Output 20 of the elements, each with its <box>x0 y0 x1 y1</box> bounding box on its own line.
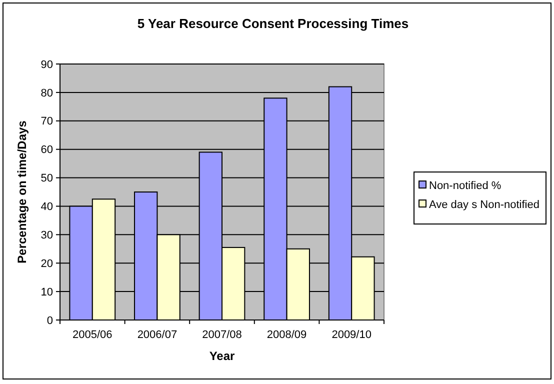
y-tick-label: 20 <box>40 258 53 270</box>
x-axis-title: Year <box>209 349 236 363</box>
x-tick-label: 2005/06 <box>72 329 112 341</box>
x-tick-label: 2008/09 <box>266 329 307 341</box>
y-tick-label: 90 <box>40 58 53 71</box>
x-tick-label: 2006/07 <box>137 329 178 341</box>
chart-title: 5 Year Resource Consent Processing Times <box>137 16 409 31</box>
y-tick-label: 60 <box>40 144 53 156</box>
y-axis-title: Percentage on time/Days <box>15 120 29 264</box>
y-tick-label: 40 <box>40 201 53 214</box>
legend-label: Ave day s Non-notified <box>429 198 540 211</box>
y-tick-label: 50 <box>40 172 53 185</box>
y-tick-label: 80 <box>40 87 53 100</box>
x-tick-label: 2009/10 <box>332 329 372 341</box>
y-tick-label: 10 <box>40 286 53 298</box>
y-tick-label: 0 <box>46 314 53 327</box>
y-tick-label: 70 <box>40 116 53 128</box>
x-tick-label: 2007/08 <box>202 329 242 341</box>
y-tick-label: 30 <box>40 230 53 242</box>
legend-label: Non-notified % <box>429 180 502 192</box>
